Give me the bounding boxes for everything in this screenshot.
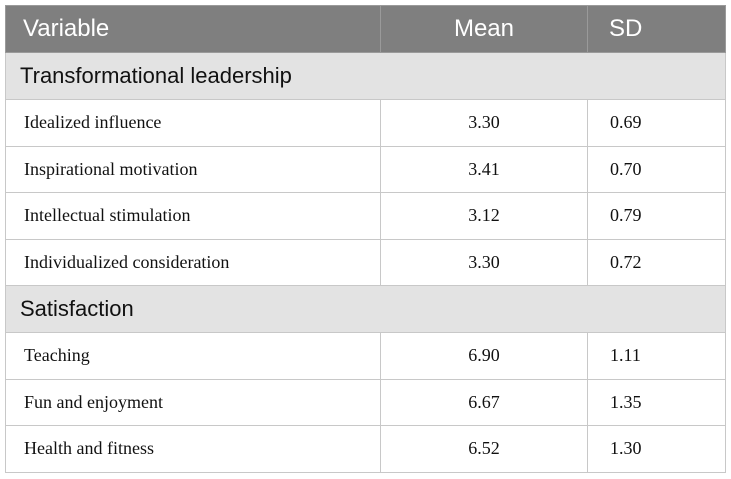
cell-variable: Idealized influence — [5, 99, 381, 147]
cell-mean: 3.41 — [380, 145, 588, 193]
table-row: Inspirational motivation 3.41 0.70 — [5, 145, 726, 193]
stats-table: Variable Mean SD Transformational leader… — [5, 5, 726, 473]
cell-sd: 1.11 — [587, 332, 726, 380]
cell-variable: Fun and enjoyment — [5, 378, 381, 426]
cell-sd: 0.79 — [587, 192, 726, 240]
table-header-row: Variable Mean SD — [5, 5, 726, 53]
table-row: Idealized influence 3.30 0.69 — [5, 99, 726, 147]
cell-mean: 3.30 — [380, 238, 588, 286]
cell-variable: Teaching — [5, 332, 381, 380]
cell-mean: 3.30 — [380, 99, 588, 147]
cell-sd: 0.72 — [587, 238, 726, 286]
cell-sd: 1.30 — [587, 425, 726, 473]
cell-mean: 6.67 — [380, 378, 588, 426]
group-row: Satisfaction — [5, 285, 726, 333]
cell-mean: 6.90 — [380, 332, 588, 380]
group-label: Transformational leadership — [5, 52, 726, 100]
table-row: Health and fitness 6.52 1.30 — [5, 425, 726, 473]
cell-mean: 3.12 — [380, 192, 588, 240]
header-sd: SD — [587, 5, 726, 53]
header-mean: Mean — [380, 5, 588, 53]
cell-variable: Inspirational motivation — [5, 145, 381, 193]
group-label: Satisfaction — [5, 285, 726, 333]
table-row: Individualized consideration 3.30 0.72 — [5, 238, 726, 286]
cell-variable: Individualized consideration — [5, 238, 381, 286]
table-row: Teaching 6.90 1.11 — [5, 332, 726, 380]
group-row: Transformational leadership — [5, 52, 726, 100]
cell-sd: 0.70 — [587, 145, 726, 193]
header-variable: Variable — [5, 5, 381, 53]
cell-variable: Health and fitness — [5, 425, 381, 473]
cell-sd: 1.35 — [587, 378, 726, 426]
cell-sd: 0.69 — [587, 99, 726, 147]
cell-variable: Intellectual stimulation — [5, 192, 381, 240]
cell-mean: 6.52 — [380, 425, 588, 473]
table-row: Fun and enjoyment 6.67 1.35 — [5, 378, 726, 426]
table-row: Intellectual stimulation 3.12 0.79 — [5, 192, 726, 240]
